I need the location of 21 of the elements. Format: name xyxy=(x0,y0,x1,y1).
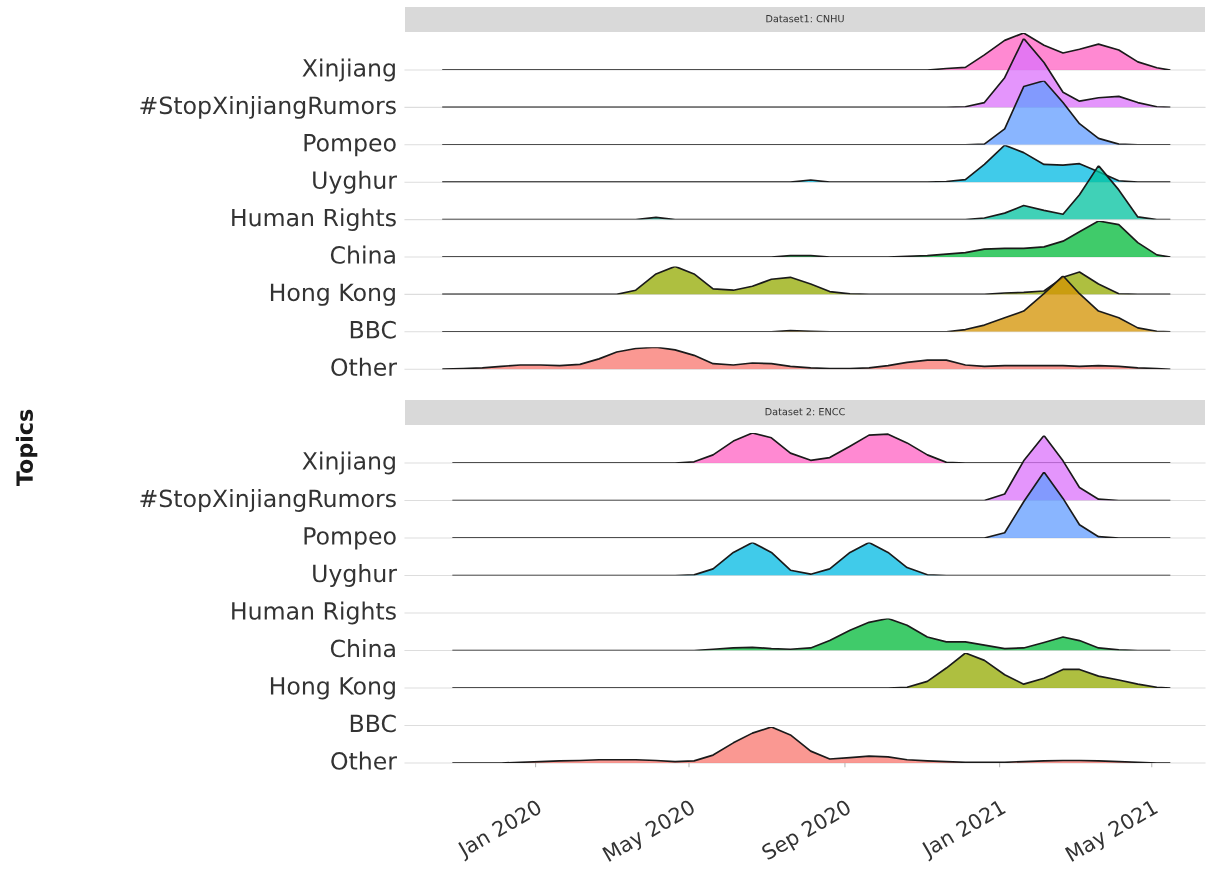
text: Hong Kong xyxy=(270,283,395,306)
text: Xinjiang xyxy=(302,58,395,82)
text: Human Rights xyxy=(232,601,396,625)
text: BBC xyxy=(350,714,396,733)
text: Uyghur xyxy=(313,564,397,587)
chart-title: Dataset1: CNHU xyxy=(766,14,844,23)
series-label: Other xyxy=(331,357,397,377)
text: #StopXinjiangRumors xyxy=(140,489,396,512)
text: Pompeo xyxy=(304,527,396,550)
text: China xyxy=(330,245,395,264)
y-axis-title: Topics xyxy=(15,409,38,487)
text: Other xyxy=(331,751,397,770)
chart-title: Dataset 2: ENCC xyxy=(765,407,845,416)
series-label: Human Rights xyxy=(232,208,396,232)
text: China xyxy=(330,639,395,658)
text: Xinjiang xyxy=(302,451,395,475)
text: Pompeo xyxy=(304,134,396,157)
series-label: Uyghur xyxy=(313,170,397,194)
text: Hong Kong xyxy=(270,677,395,700)
series-label: #StopXinjiangRumors xyxy=(140,95,396,119)
text: BBC xyxy=(350,320,396,339)
